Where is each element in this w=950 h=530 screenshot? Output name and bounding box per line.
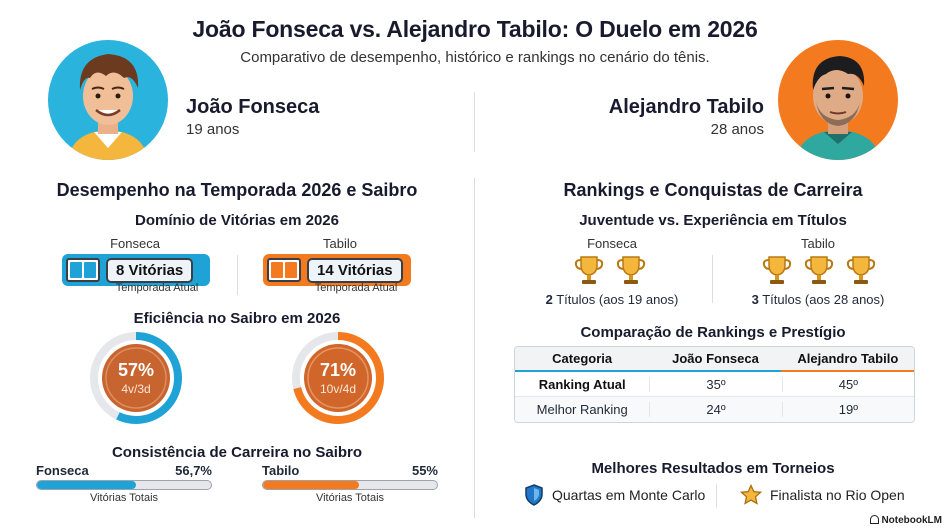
result-tabilo: Finalista no Rio Open — [740, 484, 905, 506]
career-fonseca-value: 56,7% — [175, 463, 212, 478]
battery-icon — [267, 258, 301, 282]
table-cell: 24º — [649, 402, 781, 417]
wins-tabilo-caption: Temporada Atual — [314, 282, 398, 294]
titles-divider — [712, 255, 713, 303]
results-title: Melhores Resultados em Torneios — [591, 460, 835, 477]
career-tabilo-bar — [262, 480, 438, 490]
table-cell: 45º — [781, 376, 914, 392]
result-fonseca: Quartas em Monte Carlo — [524, 484, 705, 506]
table-row: Melhor Ranking 24º 19º — [515, 397, 914, 422]
player-name-left: João Fonseca — [186, 96, 320, 118]
career-fonseca-name: Fonseca — [36, 463, 89, 478]
shield-icon — [525, 484, 543, 506]
player-age-right: 28 anos — [710, 121, 764, 138]
trophies-fonseca — [572, 253, 648, 287]
table-row: Ranking Atual 35º 45º — [515, 372, 914, 397]
wins-fonseca-value: 8 Vitórias — [106, 257, 194, 283]
wins-fonseca-label: Fonseca — [110, 236, 160, 251]
wins-title: Domínio de Vitórias em 2026 — [135, 212, 339, 229]
battery-icon — [66, 258, 100, 282]
player-age-left: 19 anos — [186, 121, 240, 138]
donut-fonseca-record: 4v/3d — [121, 382, 151, 396]
titles-fonseca-text: 2 Títulos (aos 19 anos) — [545, 292, 679, 307]
wins-tabilo-value: 14 Vitórias — [307, 257, 403, 283]
wins-fonseca-caption: Temporada Atual — [115, 282, 199, 294]
table-header-cell: Categoria — [552, 351, 613, 366]
clay-title: Eficiência no Saibro em 2026 — [133, 310, 341, 327]
career-clay-title: Consistência de Carreira no Saibro — [111, 444, 363, 461]
titles-title: Juventude vs. Experiência em Títulos — [579, 212, 847, 229]
table-cell: Melhor Ranking — [536, 402, 628, 417]
header-accent — [781, 370, 914, 372]
notebooklm-logo: NotebookLM — [870, 515, 942, 526]
player-name-right: Alejandro Tabilo — [608, 96, 764, 118]
ranking-table: Categoria João Fonseca Alejandro Tabilo … — [514, 346, 915, 423]
titles-tabilo-label: Tabilo — [801, 236, 835, 251]
wins-badge-fonseca: 8 Vitórias — [62, 254, 210, 286]
table-cell: 19º — [781, 402, 914, 417]
avatar-tabilo — [778, 40, 898, 160]
wins-tabilo-label: Tabilo — [323, 236, 357, 251]
trophy-icon — [574, 256, 604, 284]
trophy-icon — [616, 256, 646, 284]
header-divider — [474, 92, 475, 152]
titles-tabilo-text: 3 Títulos (aos 28 anos) — [751, 292, 885, 307]
table-header-cell: Alejandro Tabilo — [797, 351, 899, 366]
section-divider — [474, 178, 475, 518]
donut-fonseca-pct: 57% — [117, 360, 155, 380]
result-fonseca-text: Quartas em Monte Carlo — [552, 487, 706, 503]
donut-fonseca — [88, 330, 184, 426]
wins-badge-tabilo: 14 Vitórias — [263, 254, 411, 286]
logo-icon — [870, 515, 880, 524]
career-tabilo-value: 55% — [411, 463, 438, 478]
career-tabilo-name: Tabilo — [262, 463, 300, 478]
rank-title: Comparação de Rankings e Prestígio — [580, 324, 846, 341]
table-cell: 35º — [649, 376, 781, 392]
career-fonseca-bar — [36, 480, 212, 490]
table-cell: Ranking Atual — [538, 376, 626, 392]
avatar-fonseca — [48, 40, 168, 160]
table-header-row: Categoria João Fonseca Alejandro Tabilo — [515, 347, 914, 372]
page-subtitle: Comparativo de desempenho, histórico e r… — [240, 49, 710, 66]
titles-fonseca-label: Fonseca — [587, 236, 637, 251]
table-header-cell: João Fonseca — [672, 351, 759, 366]
career-fonseca-caption: Vitórias Totais — [89, 492, 159, 504]
trophy-icon — [762, 256, 792, 284]
donut-tabilo — [290, 330, 386, 426]
trophies-tabilo — [760, 253, 878, 287]
results-divider — [716, 484, 717, 508]
trophy-icon — [804, 256, 834, 284]
donut-tabilo-record: 10v/4d — [319, 382, 357, 396]
trophy-icon — [846, 256, 876, 284]
season-section-title: Desempenho na Temporada 2026 e Saibro — [56, 180, 418, 200]
career-tabilo-caption: Vitórias Totais — [315, 492, 385, 504]
page-title: João Fonseca vs. Alejandro Tabilo: O Due… — [192, 16, 758, 42]
career-section-title: Rankings e Conquistas de Carreira — [563, 180, 863, 200]
result-tabilo-text: Finalista no Rio Open — [770, 487, 905, 503]
wins-divider — [237, 255, 238, 295]
star-icon — [740, 484, 762, 505]
donut-tabilo-pct: 71% — [319, 360, 357, 380]
